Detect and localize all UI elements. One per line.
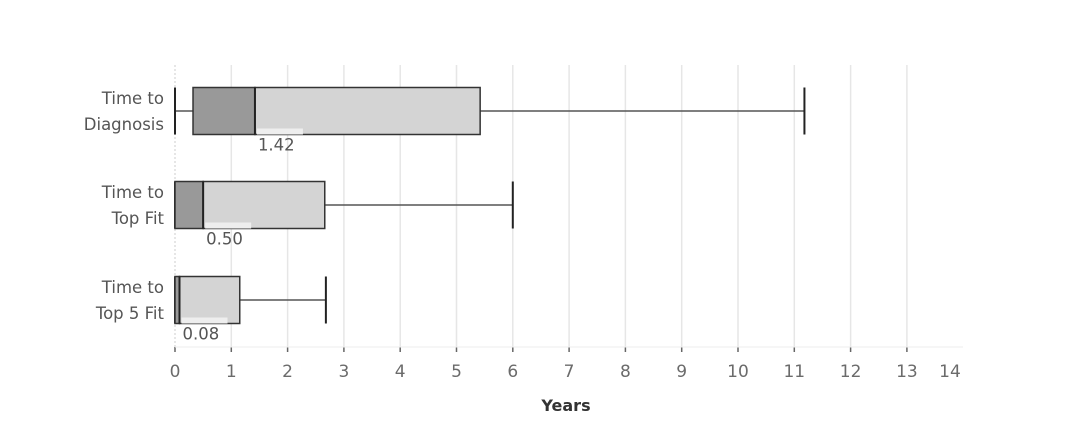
category-label: Top 5 Fit	[95, 304, 165, 323]
category-label: Time to	[101, 278, 164, 297]
x-tick-label: 4	[395, 362, 406, 382]
x-tick-label: 14	[939, 362, 961, 382]
x-tick-label: 8	[620, 362, 631, 382]
x-tick-label: 11	[783, 362, 805, 382]
x-tick-label: 5	[451, 362, 462, 382]
x-tick-label: 9	[676, 362, 687, 382]
box-upper	[202, 180, 326, 230]
x-tick-label: 13	[896, 362, 918, 382]
median-label: 1.42	[258, 136, 295, 155]
box-lower	[192, 86, 256, 136]
x-tick-label: 2	[282, 362, 293, 382]
box-upper	[178, 275, 241, 325]
x-axis-label: Years	[540, 396, 590, 415]
box-lower	[174, 180, 204, 230]
x-tick-label: 10	[727, 362, 749, 382]
median-label-bg	[181, 317, 228, 324]
median-label-bg	[256, 128, 303, 135]
category-label: Top Fit	[111, 209, 165, 228]
x-tick-label: 1	[226, 362, 237, 382]
x-tick-label: 12	[840, 362, 862, 382]
box-upper	[254, 86, 481, 136]
median-label: 0.08	[183, 325, 220, 344]
median-label-bg	[205, 222, 252, 229]
category-label: Time to	[101, 183, 164, 202]
category-label: Diagnosis	[84, 115, 164, 134]
x-tick-label: 0	[170, 362, 181, 382]
median-label: 0.50	[206, 230, 243, 249]
x-tick-label: 7	[564, 362, 575, 382]
category-label: Time to	[101, 89, 164, 108]
x-tick-label: 6	[507, 362, 518, 382]
x-tick-label: 3	[338, 362, 349, 382]
